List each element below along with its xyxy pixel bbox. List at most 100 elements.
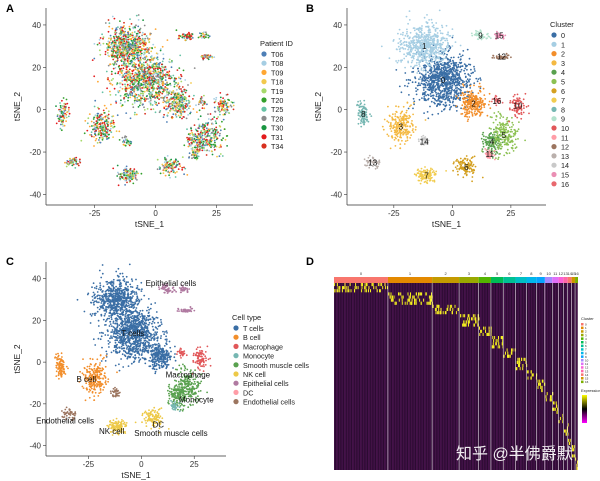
data-point [127, 36, 130, 39]
data-point [65, 120, 67, 122]
data-point [463, 105, 466, 108]
data-point [137, 19, 140, 21]
data-point [190, 147, 193, 150]
data-point [149, 102, 152, 105]
data-point [460, 55, 462, 58]
data-point [149, 47, 151, 49]
data-point [188, 35, 191, 38]
data-point [407, 46, 410, 49]
data-point [429, 43, 432, 46]
data-point [121, 44, 123, 47]
data-point [183, 88, 186, 91]
data-point [140, 84, 143, 86]
data-point [162, 77, 165, 79]
data-point [133, 99, 136, 102]
data-point [460, 107, 462, 110]
data-point [438, 87, 440, 90]
data-point [59, 102, 61, 104]
data-point [197, 36, 200, 39]
data-point [427, 97, 430, 100]
data-point [102, 133, 105, 136]
data-point [397, 59, 400, 62]
data-point [437, 60, 440, 63]
data-point [443, 50, 446, 52]
data-point [131, 44, 134, 47]
data-point [460, 68, 463, 71]
data-point [406, 139, 409, 142]
data-point [125, 135, 128, 138]
data-point [169, 160, 172, 162]
data-point [119, 82, 121, 85]
data-point [105, 70, 108, 73]
data-point [112, 55, 115, 58]
data-point [168, 174, 171, 177]
data-point [141, 64, 144, 67]
data-point [184, 39, 187, 41]
data-point [438, 94, 441, 97]
data-point [466, 110, 468, 112]
data-point [433, 64, 435, 67]
data-point [191, 33, 194, 35]
data-point [125, 93, 127, 95]
data-point [119, 42, 121, 45]
data-point [145, 74, 148, 77]
data-point [135, 14, 138, 17]
data-point [169, 165, 172, 168]
data-point [421, 56, 423, 59]
data-point [427, 117, 430, 120]
data-point [129, 174, 132, 177]
data-point [166, 94, 168, 96]
data-point [140, 74, 143, 77]
data-point [164, 66, 167, 68]
data-point [60, 123, 62, 126]
data-point [133, 113, 136, 116]
data-point [108, 80, 111, 82]
data-point [179, 54, 182, 57]
data-point [118, 32, 121, 35]
data-point [129, 86, 132, 88]
data-point [447, 66, 450, 69]
data-point [145, 35, 148, 37]
data-point [132, 50, 135, 52]
data-point [139, 56, 142, 59]
data-point [142, 19, 145, 21]
data-point [170, 66, 173, 69]
data-point [412, 39, 414, 42]
data-point [124, 65, 126, 67]
data-point [177, 168, 180, 171]
data-point [475, 95, 478, 98]
data-point [462, 84, 465, 87]
data-point [128, 53, 131, 56]
data-point [188, 101, 191, 103]
data-point [172, 96, 175, 99]
data-point [109, 34, 112, 37]
data-point [199, 102, 202, 104]
data-point [189, 105, 191, 108]
data-point [112, 123, 115, 126]
data-point [420, 59, 423, 61]
data-point [146, 77, 149, 80]
data-point [179, 104, 182, 107]
data-point [228, 112, 231, 114]
data-point [187, 114, 190, 116]
data-point [473, 82, 476, 85]
data-point [213, 56, 216, 58]
data-point [463, 69, 465, 72]
data-point [196, 143, 198, 146]
data-point [175, 108, 177, 111]
data-point [136, 73, 139, 76]
data-point [218, 108, 221, 110]
data-point [437, 75, 440, 78]
data-point [420, 36, 422, 38]
data-point [206, 149, 209, 152]
data-point [149, 79, 151, 82]
data-point [405, 41, 408, 43]
data-point [160, 96, 163, 99]
data-point [430, 43, 433, 45]
data-point [467, 74, 470, 76]
data-point [413, 27, 416, 29]
data-point [176, 97, 179, 100]
data-point [417, 67, 419, 70]
data-point [158, 64, 161, 66]
data-point [403, 37, 405, 40]
